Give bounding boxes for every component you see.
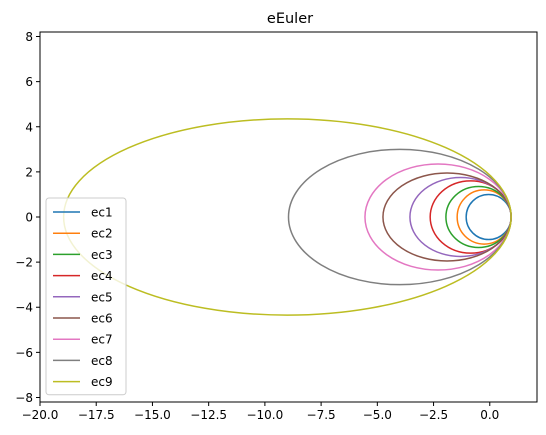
legend-label-ec6: ec6: [91, 312, 113, 326]
chart-title: eEuler: [267, 11, 313, 27]
legend: ec1 ec2 ec3 ec4 ec5 ec6 ec7 ec8 ec9: [45, 197, 127, 396]
x-tick-label: −20.0: [22, 408, 59, 422]
y-tick-label: 2: [25, 165, 33, 179]
x-axis: −20.0 −17.5 −15.0 −12.5 −10.0 −7.5 −5.0 −2.5 0.0: [22, 402, 499, 422]
y-axis: −8 −6 −4 −2 0 2 4 6 8: [15, 30, 40, 405]
x-tick-label: −15.0: [134, 408, 171, 422]
y-tick-label: −4: [15, 301, 33, 315]
y-tick-label: 6: [25, 75, 33, 89]
x-tick-label: 0.0: [480, 408, 499, 422]
x-tick-label: −12.5: [190, 408, 227, 422]
y-tick-label: 0: [25, 211, 33, 225]
legend-label-ec9: ec9: [91, 375, 113, 389]
x-tick-label: −10.0: [246, 408, 283, 422]
legend-label-ec7: ec7: [91, 333, 113, 347]
legend-label-ec1: ec1: [91, 206, 113, 220]
x-tick-label: −17.5: [78, 408, 115, 422]
legend-label-ec4: ec4: [91, 269, 113, 283]
y-tick-label: 4: [25, 120, 33, 134]
legend-label-ec2: ec2: [91, 227, 113, 241]
series-curves: [62, 118, 512, 316]
y-tick-label: −2: [15, 256, 33, 270]
y-tick-label: 8: [25, 30, 33, 44]
y-tick-label: −6: [15, 346, 33, 360]
legend-box: [45, 197, 127, 396]
legend-label-ec3: ec3: [91, 248, 113, 262]
legend-label-ec8: ec8: [91, 354, 113, 368]
legend-label-ec5: ec5: [91, 290, 113, 304]
x-tick-label: −2.5: [419, 408, 448, 422]
y-tick-label: −8: [15, 391, 33, 405]
x-tick-label: −7.5: [307, 408, 336, 422]
x-tick-label: −5.0: [363, 408, 392, 422]
